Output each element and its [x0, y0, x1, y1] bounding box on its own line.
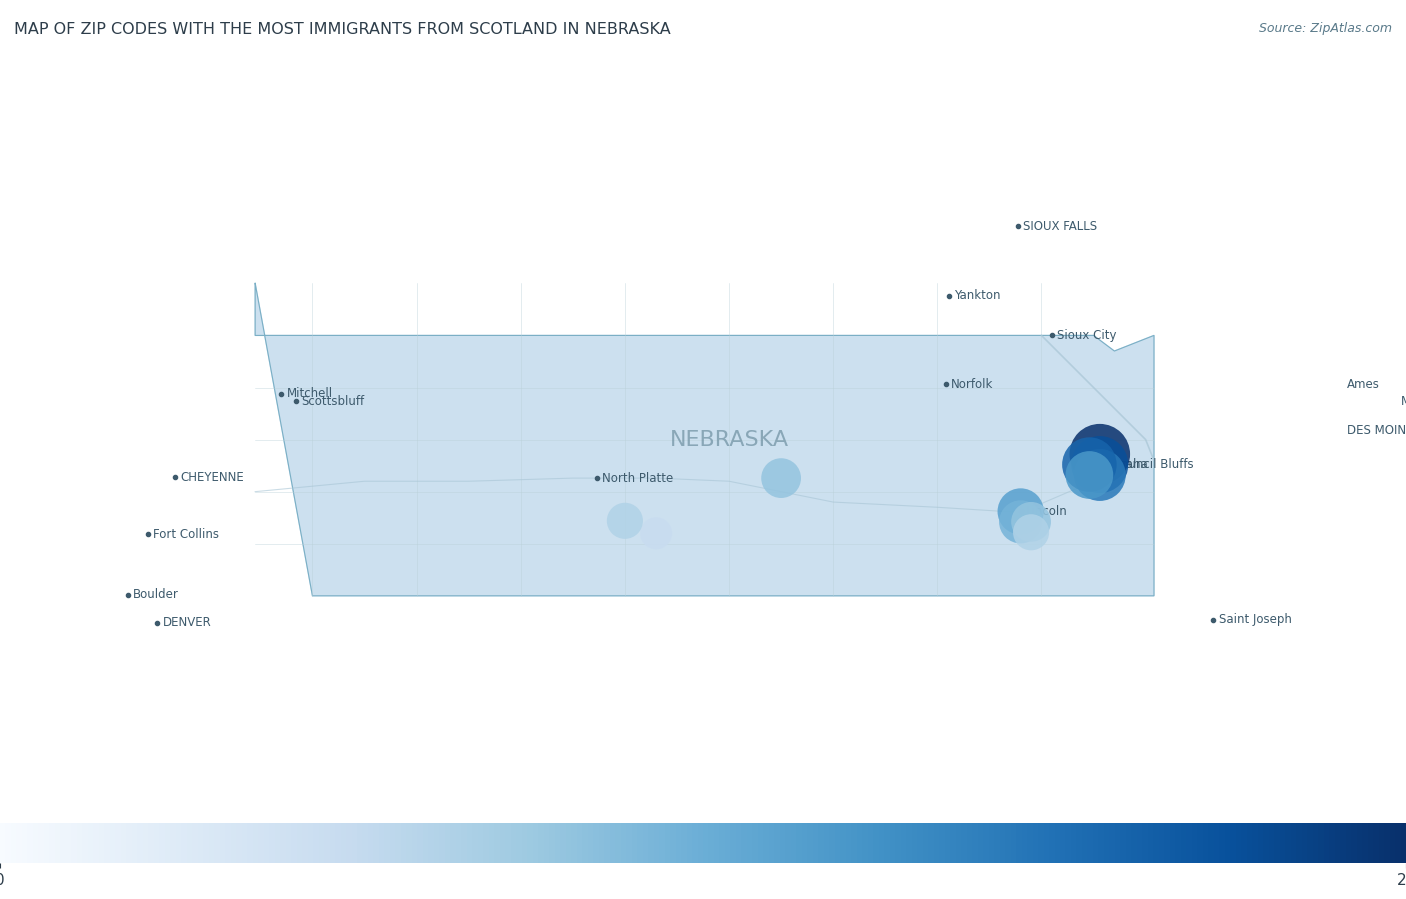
Text: Mas: Mas [1400, 395, 1406, 407]
Point [1010, 504, 1032, 519]
Text: Source: ZipAtlas.com: Source: ZipAtlas.com [1258, 22, 1392, 35]
Text: Omaha: Omaha [1105, 458, 1147, 471]
Text: MAP OF ZIP CODES WITH THE MOST IMMIGRANTS FROM SCOTLAND IN NEBRASKA: MAP OF ZIP CODES WITH THE MOST IMMIGRANT… [14, 22, 671, 38]
Text: DENVER: DENVER [163, 617, 211, 629]
Point [770, 471, 793, 485]
Polygon shape [254, 283, 1154, 596]
Point [645, 526, 668, 540]
Point [1019, 514, 1042, 529]
Text: Lincoln: Lincoln [1026, 505, 1067, 518]
Point [1088, 458, 1111, 472]
Text: Scottsbluff: Scottsbluff [301, 395, 364, 407]
Text: Boulder: Boulder [134, 588, 179, 601]
Text: Yankton: Yankton [955, 289, 1001, 302]
Text: Ames: Ames [1347, 378, 1379, 391]
Point [1088, 447, 1111, 461]
Text: Mitchell: Mitchell [287, 387, 333, 400]
Text: CHEYENNE: CHEYENNE [180, 470, 243, 484]
Point [1078, 467, 1101, 482]
Text: North Platte: North Platte [602, 472, 673, 485]
Text: Norfolk: Norfolk [950, 378, 993, 391]
Point [1010, 514, 1032, 529]
Text: Sioux City: Sioux City [1057, 329, 1116, 342]
Text: Fort Collins: Fort Collins [153, 528, 219, 541]
Text: Saint Joseph: Saint Joseph [1219, 613, 1291, 627]
Point [1088, 467, 1111, 482]
Text: NEBRASKA: NEBRASKA [669, 430, 789, 450]
Point [1078, 458, 1101, 472]
Text: SIOUX FALLS: SIOUX FALLS [1022, 219, 1097, 233]
Text: Council Bluffs: Council Bluffs [1114, 458, 1194, 471]
Point [613, 513, 636, 528]
Point [1019, 525, 1042, 539]
Text: DES MOINES: DES MOINES [1347, 423, 1406, 437]
